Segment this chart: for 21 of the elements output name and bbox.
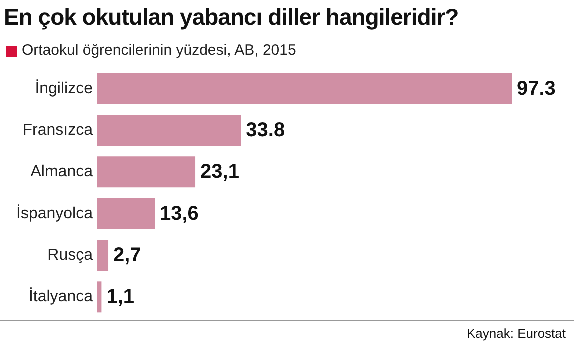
chart-title: En çok okutulan yabancı diller hangileridir?: [4, 4, 459, 31]
y-tick-label: Fransızca: [22, 122, 94, 139]
bar: [97, 282, 102, 313]
data-label: 23,1: [200, 161, 240, 184]
y-tick-label: İngilizce: [35, 79, 94, 98]
data-label: 1,1: [106, 286, 135, 308]
bar: [97, 73, 512, 104]
y-tick-label: Almanca: [30, 164, 94, 181]
data-label: 97.3: [517, 78, 556, 100]
y-tick-label: Rusça: [48, 247, 94, 264]
data-label: 13,6: [160, 202, 199, 225]
bar: [97, 198, 156, 230]
data-label: 33.8: [246, 120, 286, 142]
y-tick-label: İtalyanca: [28, 288, 94, 306]
data-label: 2,7: [114, 244, 142, 266]
chart-subtitle: Ortaokul öğrencilerinin yüzdesi, AB, 2015: [22, 42, 296, 59]
text: Kaynak: Eurostat: [467, 326, 566, 341]
bar: [97, 156, 196, 188]
bar: [97, 240, 109, 271]
y-tick-label: İspanyolca: [16, 204, 94, 222]
bar: [97, 115, 242, 146]
